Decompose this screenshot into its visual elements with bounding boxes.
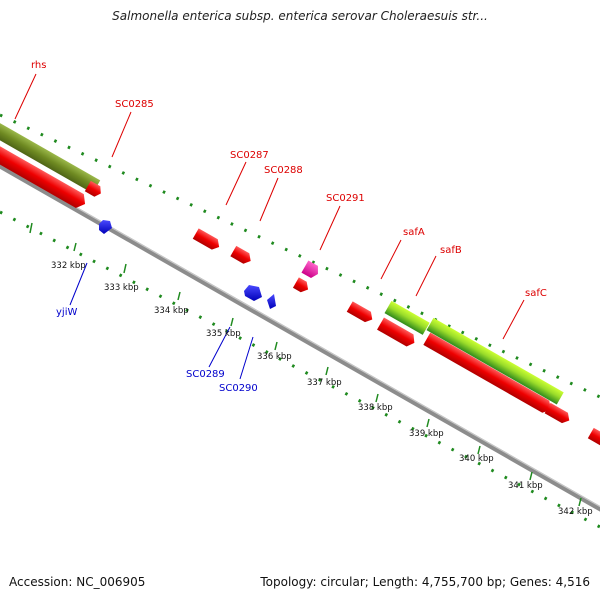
major-tick <box>578 497 582 507</box>
cds-forward-group[interactable] <box>0 137 89 211</box>
gene-label-SC0285[interactable]: SC0285 <box>115 99 154 110</box>
kbp-label: 332 kbp <box>51 261 86 271</box>
leader-SC0291 <box>319 205 341 251</box>
leader-SC0289 <box>208 326 231 368</box>
leader-SC0287 <box>225 161 247 206</box>
leader-safB <box>415 255 437 297</box>
major-tick <box>477 445 481 455</box>
gene-label-SC0287[interactable]: SC0287 <box>230 150 269 161</box>
cds-forward-arrow[interactable] <box>346 301 376 324</box>
cds-forward-arrow[interactable] <box>84 180 104 199</box>
rhs-feature-group[interactable] <box>0 114 101 194</box>
major-tick <box>123 263 127 274</box>
genome-title: Salmonella enterica subsp. enterica sero… <box>112 9 488 23</box>
rna-feature-group[interactable] <box>301 260 321 280</box>
gene-label-SC0288[interactable]: SC0288 <box>264 165 303 176</box>
major-ticks <box>29 222 582 507</box>
safBC-feature-group[interactable] <box>426 317 564 405</box>
major-tick <box>73 242 77 252</box>
cds-forward-group[interactable] <box>377 317 418 349</box>
cds-forward-arrow[interactable] <box>423 332 554 416</box>
leader-safC <box>502 299 525 340</box>
major-tick <box>177 291 181 301</box>
cds-forward-group[interactable] <box>587 427 600 448</box>
safBC-feature[interactable] <box>426 317 564 405</box>
major-tick <box>529 471 533 481</box>
leader-safA <box>380 239 402 280</box>
kbp-label: 338 kbp <box>358 403 393 413</box>
cds-forward-arrow[interactable] <box>230 245 253 266</box>
cds-forward-arrow[interactable] <box>292 277 311 294</box>
cds-forward-group[interactable] <box>84 180 104 199</box>
cds-forward-arrow[interactable] <box>544 402 573 426</box>
leader-rhs <box>14 73 37 120</box>
major-tick <box>230 317 234 327</box>
cds-forward-group[interactable] <box>544 402 573 426</box>
kbp-label: 334 kbp <box>154 306 189 316</box>
gene-label-SC0289[interactable]: SC0289 <box>186 369 225 380</box>
gene-label-safB[interactable]: safB <box>440 245 462 256</box>
gene-label-SC0290[interactable]: SC0290 <box>219 383 258 394</box>
upper-tick-track <box>0 113 600 399</box>
kbp-label: 333 kbp <box>104 283 139 293</box>
genome-backbone-highlight <box>0 153 600 527</box>
major-tick <box>375 393 379 403</box>
cds-reverse-yjiW[interactable] <box>99 220 112 234</box>
gene-label-yjiW[interactable]: yjiW <box>56 307 77 318</box>
safA-feature-group[interactable] <box>384 300 430 335</box>
major-tick <box>426 418 430 428</box>
forward-leaders <box>14 73 525 340</box>
kbp-label: 339 kbp <box>409 429 444 439</box>
leader-yjiW <box>69 262 88 306</box>
cds-reverse-SC0289[interactable] <box>244 285 262 301</box>
rhs-feature[interactable] <box>0 114 101 194</box>
gene-label-rhs[interactable]: rhs <box>31 60 46 71</box>
cds-forward-arrow[interactable] <box>192 228 222 252</box>
cds-forward-group[interactable] <box>423 332 554 416</box>
genome-backbone <box>0 153 600 531</box>
cds-forward-arrow[interactable] <box>0 137 89 211</box>
cds-forward-group[interactable] <box>192 228 222 252</box>
kbp-label: 337 kbp <box>307 378 342 388</box>
major-tick <box>29 222 33 234</box>
accession-text: Accession: NC_006905 <box>9 575 146 589</box>
kbp-scale-labels: 332 kbp 333 kbp 334 kbp 335 kbp 336 kbp … <box>51 261 593 517</box>
forward-labels: rhs SC0285 SC0287 SC0288 SC0291 safA saf… <box>31 60 547 299</box>
rna-feature[interactable] <box>301 260 321 280</box>
cds-forward-group[interactable] <box>230 245 253 266</box>
reverse-labels: yjiW SC0289 SC0290 <box>56 307 258 394</box>
leader-SC0290 <box>239 336 254 380</box>
kbp-label: 336 kbp <box>257 352 292 362</box>
cds-forward-arrow[interactable] <box>377 317 418 349</box>
gene-label-safA[interactable]: safA <box>403 227 425 238</box>
major-tick <box>274 341 278 351</box>
gene-label-safC[interactable]: safC <box>525 288 547 299</box>
backbone-group <box>0 153 600 531</box>
cds-forward-arrow[interactable] <box>587 427 600 448</box>
cds-forward-group[interactable] <box>292 277 311 294</box>
kbp-label: 340 kbp <box>459 454 494 464</box>
genome-summary-text: Topology: circular; Length: 4,755,700 bp… <box>260 575 590 589</box>
leader-SC0285 <box>111 111 132 158</box>
cds-reverse-SC0290[interactable] <box>267 294 276 309</box>
major-tick <box>325 366 329 376</box>
leader-SC0288 <box>259 177 279 222</box>
reverse-leaders <box>69 262 254 380</box>
safA-feature[interactable] <box>384 300 430 335</box>
kbp-label: 335 kbp <box>206 329 241 339</box>
kbp-label: 342 kbp <box>558 507 593 517</box>
cds-forward-group[interactable] <box>346 301 376 324</box>
kbp-label: 341 kbp <box>508 481 543 491</box>
gene-label-SC0291[interactable]: SC0291 <box>326 193 365 204</box>
